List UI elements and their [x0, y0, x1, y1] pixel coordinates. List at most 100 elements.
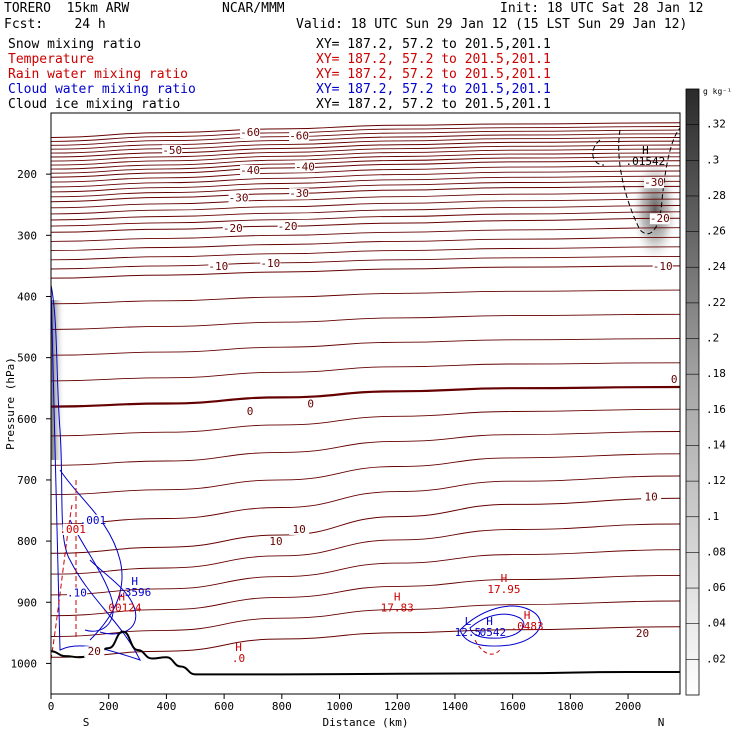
- contour-label: 20: [636, 627, 649, 640]
- contour-label-bg: [294, 161, 315, 173]
- isotherm-minor: [51, 227, 680, 242]
- colorbar-tick-label: .02: [706, 652, 726, 665]
- colorbar-tick-label: .1: [706, 510, 719, 523]
- contour-label: -40: [295, 160, 315, 173]
- isotherm-minor: [51, 338, 680, 356]
- contour-label-bg: [240, 405, 261, 417]
- colorbar-tick-label: .2: [706, 332, 719, 345]
- extremum-value: .0483: [511, 620, 544, 633]
- contour-label-bg: [162, 144, 183, 156]
- xy-line-temperature: XY= 187.2, 57.2 to 201.5,201.1: [316, 52, 551, 67]
- contour-label-bg: [300, 398, 321, 410]
- contour-label-bg: [649, 213, 670, 225]
- contour-label-bg: [260, 257, 281, 269]
- contour-label: 10: [293, 523, 306, 536]
- field-label-cloud-water: Cloud water mixing ratio: [8, 82, 196, 97]
- isotherm-minor: [51, 137, 680, 154]
- isotherm-minor: [51, 175, 680, 193]
- colorbar-tick-label: .26: [706, 225, 726, 238]
- colorbar-tick-label: .3: [706, 153, 719, 166]
- extremum-value: .0: [232, 652, 245, 665]
- isotherm-minor: [51, 255, 680, 270]
- extremum-value: .01542: [626, 155, 666, 168]
- contour-label-bg: [222, 223, 243, 235]
- endpoint-label-south: S: [83, 716, 90, 729]
- cloud-water-contour: [89, 559, 137, 635]
- extremum-letter: L: [465, 615, 472, 628]
- xy-line-rain: XY= 187.2, 57.2 to 201.5,201.1: [316, 67, 551, 82]
- extremum-value: .3596: [118, 586, 151, 599]
- y-tick-label: 600: [17, 413, 37, 426]
- xy-line-cloud-water: XY= 187.2, 57.2 to 201.5,201.1: [316, 82, 551, 97]
- contour-label: -10: [653, 260, 673, 273]
- isotherm-10: [51, 497, 680, 554]
- isotherm-minor: [51, 453, 680, 496]
- cloud-ice-contour: [618, 127, 680, 235]
- y-tick-label: 400: [17, 290, 37, 303]
- colorbar-tick-label: .28: [706, 189, 726, 202]
- isotherm-minor: [51, 198, 680, 215]
- center-title: NCAR/MMM: [222, 1, 285, 16]
- isotherm-minor: [51, 475, 680, 525]
- field-label-snow: Snow mixing ratio: [8, 37, 142, 52]
- contour-label: .001: [59, 523, 86, 536]
- contour-label-bg: [82, 514, 103, 526]
- colorbar-tick-label: .24: [706, 260, 726, 273]
- x-tick-label: 800: [272, 700, 292, 713]
- contour-label-bg: [228, 192, 249, 204]
- isotherm-minor: [51, 523, 680, 575]
- extremum-letter: H: [394, 590, 401, 603]
- contour-label-bg: [240, 127, 261, 139]
- x-tick-label: 200: [99, 700, 119, 713]
- isotherm--30: [51, 185, 680, 203]
- contour-label: -30: [644, 176, 664, 189]
- extremum-letter: H: [501, 572, 508, 585]
- colorbar: [685, 88, 700, 696]
- extremum-letter: H: [118, 590, 125, 603]
- isotherm--50: [51, 140, 680, 158]
- valid-time: Valid: 18 UTC Sun 29 Jan 12 (15 LST Sun …: [296, 17, 688, 32]
- extremum-letter: H: [235, 641, 242, 654]
- cloud-water-contour: [51, 284, 141, 661]
- contour-label-bg: [644, 177, 665, 189]
- xy-line-cloud-ice: XY= 187.2, 57.2 to 201.5,201.1: [316, 97, 551, 112]
- extremum-value: .00124: [102, 601, 142, 614]
- x-tick-label: 400: [156, 700, 176, 713]
- contour-label-bg: [652, 260, 673, 272]
- isotherm-minor: [51, 192, 680, 209]
- forecast-hour: Fcst: 24 h: [4, 17, 106, 32]
- isotherm-minor: [51, 549, 680, 596]
- isotherm--10: [51, 265, 680, 279]
- x-tick-label: 1600: [499, 700, 526, 713]
- colorbar-unit: g kg⁻¹: [703, 87, 732, 96]
- contour-label-bg: [266, 536, 287, 548]
- endpoint-label-north: N: [658, 716, 665, 729]
- contour-label-bg: [664, 374, 685, 386]
- y-tick-label: 500: [17, 352, 37, 365]
- isotherm-minor: [51, 129, 680, 146]
- contour-label-bg: [84, 646, 105, 658]
- colorbar-tick-label: .04: [706, 617, 726, 630]
- contour-label: 0: [671, 373, 678, 386]
- isotherm-minor: [51, 574, 680, 617]
- field-label-rain: Rain water mixing ratio: [8, 67, 189, 82]
- contour-label-bg: [277, 221, 298, 233]
- isotherm-20: [51, 626, 680, 658]
- extremum-value: 17.95: [487, 583, 520, 596]
- contour-label: 10: [645, 491, 658, 504]
- field-label-cloud-ice: Cloud ice mixing ratio: [8, 97, 181, 112]
- y-tick-label: 1000: [11, 657, 38, 670]
- contour-label: -40: [240, 164, 260, 177]
- y-tick-label: 200: [17, 168, 37, 181]
- contour-label-bg: [289, 188, 310, 200]
- cloud-water-contour: [59, 469, 123, 641]
- model-title: TORERO 15km ARW: [4, 1, 130, 16]
- contour-label: -20: [650, 212, 670, 225]
- colorbar-tick-label: .32: [706, 118, 726, 131]
- rain-water-contour: [51, 480, 77, 661]
- isotherm--60: [51, 122, 680, 138]
- contour-label-bg: [208, 260, 229, 272]
- isotherm-minor: [51, 246, 680, 261]
- contour-label: -20: [223, 222, 243, 235]
